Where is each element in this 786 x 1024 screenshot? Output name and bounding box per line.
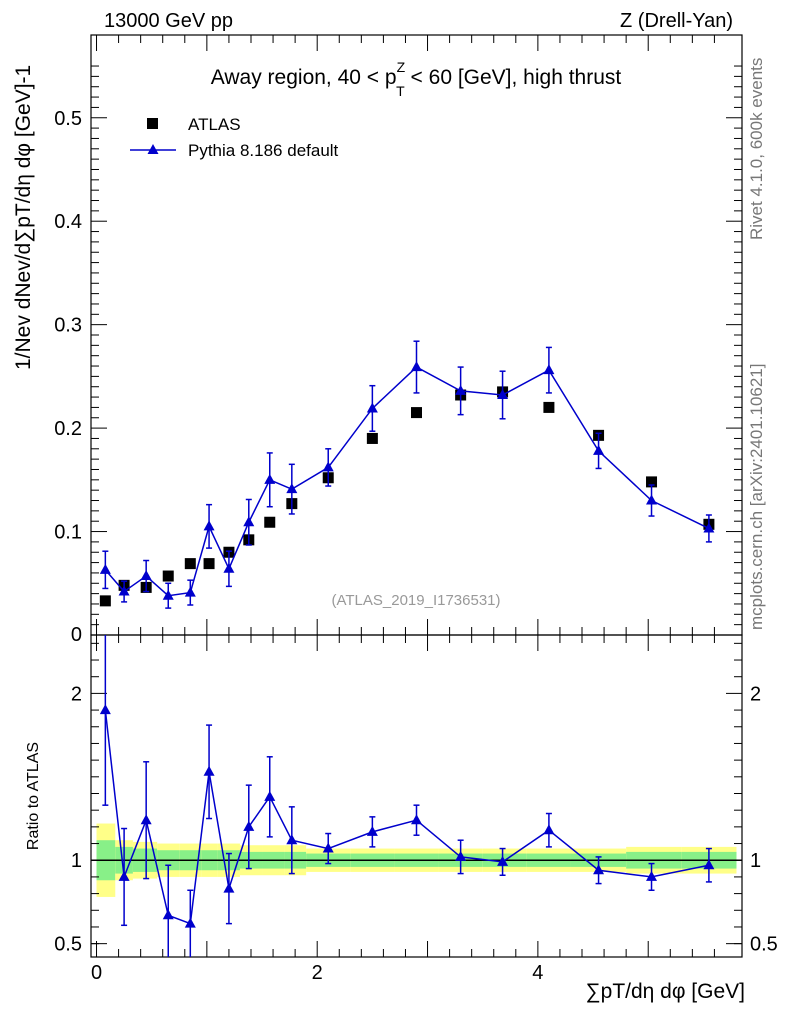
ratio-point — [593, 864, 605, 875]
ratio-y-tick-label-right: 2 — [750, 683, 761, 705]
x-tick-label: 2 — [312, 962, 323, 984]
ratio-point — [455, 850, 467, 861]
ratio-point — [543, 824, 555, 835]
main-data — [99, 340, 715, 609]
x-tick-labels: 0 2 4 — [91, 962, 543, 984]
pythia-point — [593, 444, 605, 455]
ratio-y-tick-label: 1 — [71, 850, 82, 872]
ratio-point — [140, 814, 152, 825]
main-y-tick-label: 0.5 — [54, 108, 82, 130]
pythia-point — [286, 483, 298, 494]
main-y-tick-label: 0.3 — [54, 315, 82, 337]
pythia-point — [162, 589, 174, 600]
main-y-tick-label-zero: 0 — [71, 624, 82, 646]
ratio-axis-ticks — [91, 635, 742, 957]
atlas-point — [366, 432, 378, 444]
x-axis-label: ∑pT/dη dφ [GeV] — [586, 980, 745, 1003]
plot-title-a: Away region, 40 < p — [211, 66, 397, 89]
ratio-y-tick-label: 0.5 — [54, 934, 82, 956]
atlas-point — [264, 516, 276, 528]
mcplots-label: mcplots.cern.ch [arXiv:2401.10621] — [747, 364, 766, 630]
main-panel: 0.1 0.2 0.3 0.4 0.5 0 Away region, 40 < pZ T <… — [54, 34, 743, 646]
ratio-point — [322, 842, 334, 853]
pythia-point — [411, 361, 422, 372]
atlas-point — [411, 407, 422, 419]
main-y-tick-label: 0.2 — [54, 418, 82, 440]
ratio-y-tick-labels: 0.5 0.5 1 1 2 2 — [54, 683, 778, 955]
main-axis-ticks — [91, 35, 742, 635]
header-left-label: 13000 GeV pp — [104, 10, 233, 32]
legend-atlas-marker — [147, 118, 158, 129]
plot-title: Away region, 40 < pZ T < 60 [GeV], high t… — [211, 59, 622, 99]
pythia-point — [118, 585, 130, 596]
legend: ATLAS Pythia 8.186 default — [130, 115, 339, 160]
pythia-point — [497, 389, 509, 399]
ratio-point — [411, 814, 422, 825]
ratio-point — [184, 917, 196, 928]
main-y-axis-label: 1/Nev dNev/d∑pT/dη dφ [GeV]-1 — [12, 65, 35, 370]
x-tick-label: 0 — [91, 962, 102, 984]
pythia-point — [455, 384, 467, 395]
pythia-point — [543, 364, 555, 375]
atlas-point — [203, 558, 215, 570]
main-y-tick-label: 0.1 — [54, 522, 82, 544]
ratio-point — [162, 909, 174, 920]
legend-pythia-label: Pythia 8.186 default — [188, 141, 339, 160]
ratio-point — [264, 790, 276, 801]
atlas-point — [162, 570, 174, 582]
ratio-point — [286, 834, 298, 845]
ratio-point — [366, 825, 378, 836]
pythia-point — [243, 516, 255, 527]
pythia-point — [184, 586, 196, 597]
ratio-frame — [90, 634, 743, 958]
ratio-point — [203, 765, 215, 776]
plot-title-b: < 60 [GeV], high thrust — [405, 66, 622, 89]
ratio-point — [646, 870, 658, 881]
rivet-label: Rivet 4.1.0, 600k events — [747, 58, 766, 240]
header-right-label: Z (Drell-Yan) — [620, 10, 733, 32]
ratio-point — [118, 870, 130, 881]
main-y-tick-labels: 0.1 0.2 0.3 0.4 0.5 0 — [54, 108, 82, 646]
ratio-point — [223, 882, 235, 893]
atlas-point — [184, 558, 196, 570]
ratio-y-tick-label-right: 0.5 — [750, 934, 778, 956]
ratio-point — [703, 859, 715, 870]
main-y-tick-label: 0.4 — [54, 211, 82, 233]
pythia-line — [104, 366, 710, 597]
ratio-y-tick-label-right: 1 — [750, 850, 761, 872]
ratio-y-axis-label: Ratio to ATLAS — [25, 742, 42, 850]
pythia-point — [203, 520, 215, 531]
analysis-watermark: (ATLAS_2019_I1736531) — [331, 592, 500, 609]
atlas-point — [99, 595, 111, 607]
pythia-point — [366, 402, 378, 413]
pythia-point — [646, 494, 658, 505]
ratio-data — [99, 635, 715, 957]
legend-pythia-marker — [147, 144, 159, 154]
pythia-point — [322, 461, 334, 472]
plot-title-sub: T — [396, 83, 405, 99]
ratio-point — [497, 855, 509, 866]
ratio-y-tick-label: 2 — [71, 683, 82, 705]
pythia-point — [264, 473, 276, 484]
ratio-line — [104, 709, 710, 925]
pythia-point — [99, 563, 111, 574]
pythia-point — [703, 522, 715, 533]
pythia-point — [140, 570, 152, 581]
legend-atlas-label: ATLAS — [188, 115, 241, 134]
pythia-point — [223, 562, 235, 573]
ratio-point — [243, 820, 255, 831]
ratio-panel: 0.5 0.5 1 1 2 2 0 2 4 — [54, 634, 778, 984]
x-tick-label: 4 — [532, 962, 543, 984]
atlas-point — [646, 476, 658, 488]
plot-title-sup: Z — [397, 59, 406, 75]
ratio-point — [99, 704, 111, 715]
atlas-point — [543, 401, 555, 413]
